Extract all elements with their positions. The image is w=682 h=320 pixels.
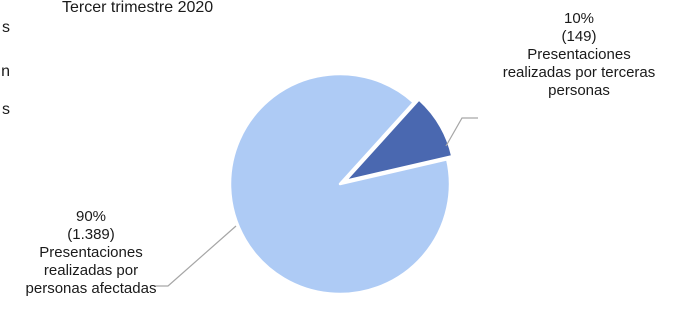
pie-slice-afectadas [228,72,452,296]
clipped-text-fragment: n [1,63,10,80]
slice-label-afectadas: 90% (1.389) Presentaciones realizadas po… [4,208,178,298]
clipped-text-fragment: s [2,19,10,36]
slice-description-line: realizadas por terceras [502,64,656,81]
slice-description-line: realizadas por [43,262,139,279]
chart-title: Tercer trimestre 2020 [62,0,214,16]
slice-count-label: (149) [561,28,597,45]
slice-description-line: Presentaciones [39,244,143,261]
slice-percent-label: 10% [563,10,595,27]
slice-label-terceras: 10% (149) Presentaciones realizadas por … [472,10,682,100]
slice-description-line: personas [548,82,610,99]
pie-slice-terceras [343,98,454,183]
slice-count-label: (1.389) [67,226,115,243]
slice-description-line: personas afectadas [25,280,157,297]
clipped-text-fragment: s [2,101,10,118]
slice-description-line: Presentaciones [527,46,631,63]
leader-line-afectadas [155,225,237,287]
leader-line-terceras [445,117,478,147]
slice-percent-label: 90% [75,208,107,225]
